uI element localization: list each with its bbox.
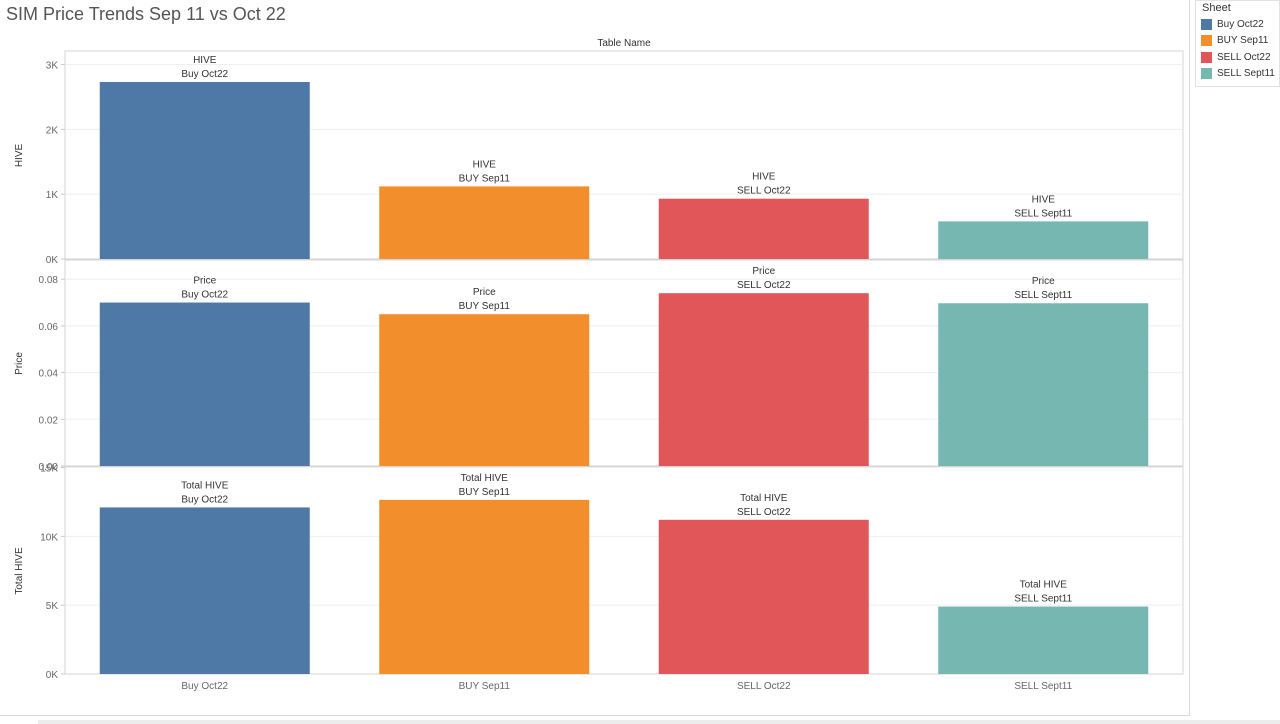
y-tick-label: 0.08 xyxy=(39,275,59,286)
data-label-category: BUY Sep11 xyxy=(459,173,511,184)
legend-label: BUY Sep11 xyxy=(1217,35,1269,47)
legend-label: Buy Oct22 xyxy=(1217,18,1264,30)
data-label-measure: Total HIVE xyxy=(740,493,788,504)
data-label-category: Buy Oct22 xyxy=(181,69,228,80)
legend-swatch xyxy=(1201,18,1212,30)
data-label-measure: HIVE xyxy=(193,55,217,66)
data-label-category: Buy Oct22 xyxy=(181,290,228,301)
data-label-measure: Price xyxy=(193,276,216,287)
panel-frame xyxy=(64,259,1184,467)
data-label-measure: Price xyxy=(752,266,775,277)
data-label-category: BUY Sep11 xyxy=(459,487,511,498)
bar xyxy=(379,499,590,674)
legend-label: SELL Oct22 xyxy=(1217,51,1271,63)
data-label-measure: HIVE xyxy=(473,159,497,170)
worksheet-view xyxy=(0,0,1190,716)
data-label-measure: Total HIVE xyxy=(181,480,229,491)
data-label-category: SELL Oct22 xyxy=(737,186,791,197)
data-label-category: Buy Oct22 xyxy=(181,494,228,505)
bar xyxy=(658,198,869,259)
legend-label: SELL Sept11 xyxy=(1217,68,1275,80)
x-tick-label: SELL Sept11 xyxy=(1014,681,1072,692)
legend-swatch xyxy=(1201,35,1212,47)
legend: Sheet Buy Oct22 BUY Sep11 SELL Oct22 SEL… xyxy=(1195,0,1280,87)
legend-item[interactable]: Buy Oct22 xyxy=(1196,16,1279,33)
data-label-category: SELL Sept11 xyxy=(1014,594,1072,605)
y-tick-label: 0K xyxy=(46,255,59,266)
bar xyxy=(379,314,590,466)
y-tick-label: 15K xyxy=(40,464,58,475)
y-tick-label: 2K xyxy=(46,125,59,136)
data-label-measure: Price xyxy=(473,287,496,298)
data-label-category: SELL Sept11 xyxy=(1014,208,1072,219)
bar xyxy=(99,81,310,259)
data-label-measure: HIVE xyxy=(1032,194,1056,205)
x-tick-label: BUY Sep11 xyxy=(459,681,511,692)
bar xyxy=(99,302,310,466)
data-label-category: SELL Oct22 xyxy=(737,507,791,518)
column-header: Table Name xyxy=(597,38,651,49)
bar xyxy=(658,293,869,466)
x-tick-label: SELL Oct22 xyxy=(737,681,791,692)
x-tick-label: Buy Oct22 xyxy=(181,681,228,692)
legend-swatch xyxy=(1201,68,1212,80)
data-label-measure: HIVE xyxy=(752,172,776,183)
data-label-measure: Price xyxy=(1032,276,1055,287)
legend-title: Sheet xyxy=(1202,2,1231,14)
y-axis-label: Total HIVE xyxy=(14,547,25,595)
data-label-measure: Total HIVE xyxy=(461,473,509,484)
y-tick-label: 10K xyxy=(40,532,58,543)
data-label-category: BUY Sep11 xyxy=(459,301,511,312)
bar xyxy=(379,186,590,259)
legend-item[interactable]: SELL Sept11 xyxy=(1196,66,1279,83)
y-tick-label: 0.04 xyxy=(39,369,59,380)
y-tick-label: 0K xyxy=(46,670,59,681)
bar xyxy=(938,303,1149,466)
bar xyxy=(658,519,869,674)
bar-chart: Table Name 0K 1K 2K 3K HIVE HIVE Buy Oct22 HIVE B… xyxy=(14,38,1184,692)
bar xyxy=(99,507,310,674)
legend-swatch xyxy=(1201,51,1212,63)
bar xyxy=(938,606,1149,674)
y-tick-label: 0.06 xyxy=(39,322,59,333)
y-tick-label: 3K xyxy=(46,60,59,71)
data-label-measure: Total HIVE xyxy=(1020,580,1068,591)
data-label-category: SELL Oct22 xyxy=(737,280,791,291)
scrollbar-track[interactable] xyxy=(38,720,1280,724)
y-tick-label: 1K xyxy=(46,190,59,201)
legend-item[interactable]: SELL Oct22 xyxy=(1196,49,1279,66)
data-label-category: SELL Sept11 xyxy=(1014,290,1072,301)
y-tick-label: 0.00 xyxy=(39,462,59,473)
y-tick-label: 5K xyxy=(46,601,59,612)
legend-item[interactable]: BUY Sep11 xyxy=(1196,33,1279,50)
panel-frame xyxy=(64,50,1184,260)
bar xyxy=(938,221,1149,259)
y-axis-label: Price xyxy=(14,352,25,375)
y-tick-label: 0.02 xyxy=(39,415,59,426)
y-axis-label: HIVE xyxy=(14,144,25,168)
page-title: SIM Price Trends Sep 11 vs Oct 22 xyxy=(6,4,286,24)
